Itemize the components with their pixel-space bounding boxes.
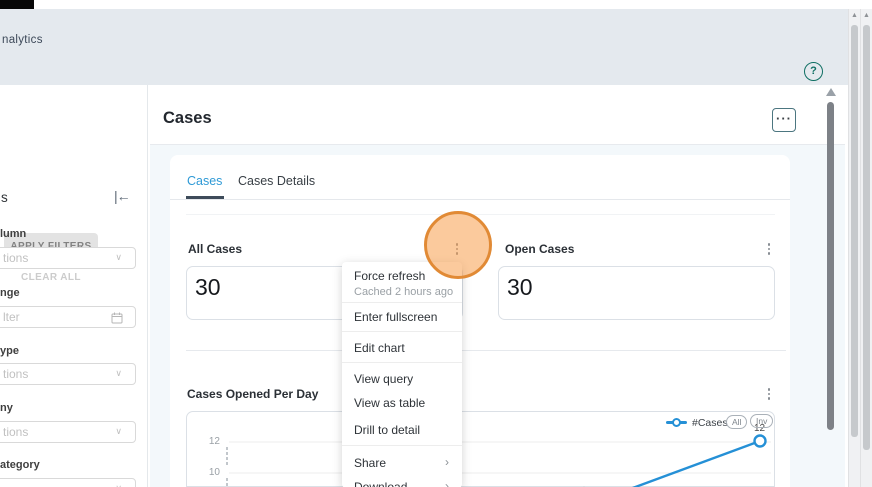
submenu-arrow-icon: › [445, 455, 449, 469]
active-tab-indicator [186, 196, 224, 199]
select-placeholder: tions [3, 367, 29, 381]
menu-item-view-as-table[interactable]: View as table [354, 396, 426, 410]
all-cases-value: 30 [195, 274, 221, 300]
y-axis-tick-10: 10 [208, 467, 220, 478]
open-cases-value: 30 [507, 274, 533, 300]
submenu-arrow-icon: › [445, 479, 449, 487]
collapse-sidebar-icon[interactable]: |← [114, 188, 131, 204]
filters-sidebar: s |← APPLY FILTERS CLEAR ALL lumn tions … [0, 85, 148, 487]
header-divider [150, 144, 845, 145]
legend-all-button[interactable]: All [726, 415, 748, 429]
minor-tick [226, 452, 228, 455]
clear-all-button[interactable]: CLEAR ALL [21, 272, 81, 283]
menu-item-drill-to-detail[interactable]: Drill to detail [354, 423, 421, 437]
click-highlight-circle [424, 211, 492, 279]
widget-title-all-cases: All Cases [188, 242, 243, 256]
filter-label-range: nge [0, 287, 20, 299]
tab-cases-details[interactable]: Cases Details [238, 174, 316, 188]
scroll-up-icon[interactable]: ▲ [863, 12, 870, 19]
dashboard-scrollbar-thumb[interactable] [827, 102, 834, 430]
page-scrollbar[interactable]: ▲ [860, 9, 872, 487]
menu-item-share[interactable]: Share [354, 456, 387, 470]
date-placeholder: lter [3, 310, 20, 324]
filter-label-column: lumn [0, 228, 27, 240]
legend-inv-button[interactable]: Inv [750, 414, 774, 428]
data-point-label: 12 [754, 423, 766, 434]
data-point-marker [753, 434, 767, 448]
menu-item-view-query[interactable]: View query [354, 372, 414, 386]
screen-corner-artifact [0, 0, 34, 9]
more-options-button[interactable]: ··· [772, 108, 796, 132]
chevron-down-icon: ∨ [115, 252, 122, 262]
minor-tick [226, 457, 228, 460]
kebab-menu-icon[interactable] [764, 243, 774, 259]
help-icon[interactable]: ? [804, 62, 823, 81]
menu-item-edit-chart[interactable]: Edit chart [354, 341, 405, 355]
scroll-up-icon[interactable]: ▲ [851, 12, 858, 19]
kebab-menu-icon[interactable] [764, 388, 774, 404]
inner-frame-scrollbar[interactable]: ▲ [848, 9, 860, 487]
section-divider [186, 214, 775, 215]
minor-tick [226, 483, 228, 486]
menu-divider [342, 331, 462, 332]
minor-tick [226, 447, 228, 450]
page-title: Cases [163, 109, 212, 127]
scroll-up-icon[interactable] [826, 88, 836, 96]
menu-item-download[interactable]: Download [354, 480, 408, 487]
minor-tick [226, 462, 228, 465]
legend-series-label[interactable]: #Cases [692, 417, 728, 429]
menu-divider [342, 445, 462, 446]
menu-item-force-refresh[interactable]: Force refresh [354, 269, 426, 283]
chevron-down-icon: ∨ [115, 426, 122, 436]
row-divider [186, 350, 786, 351]
chevron-down-icon: ∨ [115, 483, 122, 487]
menu-cached-status: Cached 2 hours ago [354, 286, 454, 298]
widget-title-cases-per-day: Cases Opened Per Day [187, 387, 319, 401]
filter-label-category: ategory [0, 459, 40, 471]
scrollbar-thumb[interactable] [863, 25, 870, 450]
minor-tick [226, 478, 228, 481]
filter-label-company: ny [0, 402, 13, 414]
select-placeholder: tions [3, 251, 29, 265]
sidebar-title: s [1, 190, 8, 205]
menu-divider [342, 362, 462, 363]
widget-title-open-cases: Open Cases [505, 242, 575, 256]
chevron-down-icon: ∨ [115, 368, 122, 378]
chart-context-menu [342, 262, 462, 487]
filter-label-type: ype [0, 345, 19, 357]
select-placeholder: tions [3, 425, 29, 439]
menu-item-enter-fullscreen[interactable]: Enter fullscreen [354, 310, 438, 324]
filter-select-type[interactable]: tions ∨ [0, 363, 136, 385]
filter-select-company[interactable]: tions ∨ [0, 421, 136, 443]
cases-per-day-line-chart [229, 434, 771, 487]
filter-select-column[interactable]: tions ∨ [0, 247, 136, 269]
menu-divider [342, 302, 462, 303]
tab-cases[interactable]: Cases [187, 174, 223, 188]
y-axis-tick-12: 12 [208, 436, 220, 447]
calendar-icon [111, 311, 123, 329]
scrollbar-thumb[interactable] [851, 25, 858, 437]
legend-line-marker-icon[interactable] [666, 418, 687, 427]
big-number-card-open-cases: 30 [498, 266, 775, 320]
top-app-bar: nalytics ? [0, 9, 848, 85]
tabs-divider [170, 199, 790, 200]
filter-date-range[interactable]: lter [0, 306, 136, 328]
filter-select-category[interactable]: ∨ [0, 478, 136, 487]
app-brand-text: nalytics [2, 34, 43, 46]
